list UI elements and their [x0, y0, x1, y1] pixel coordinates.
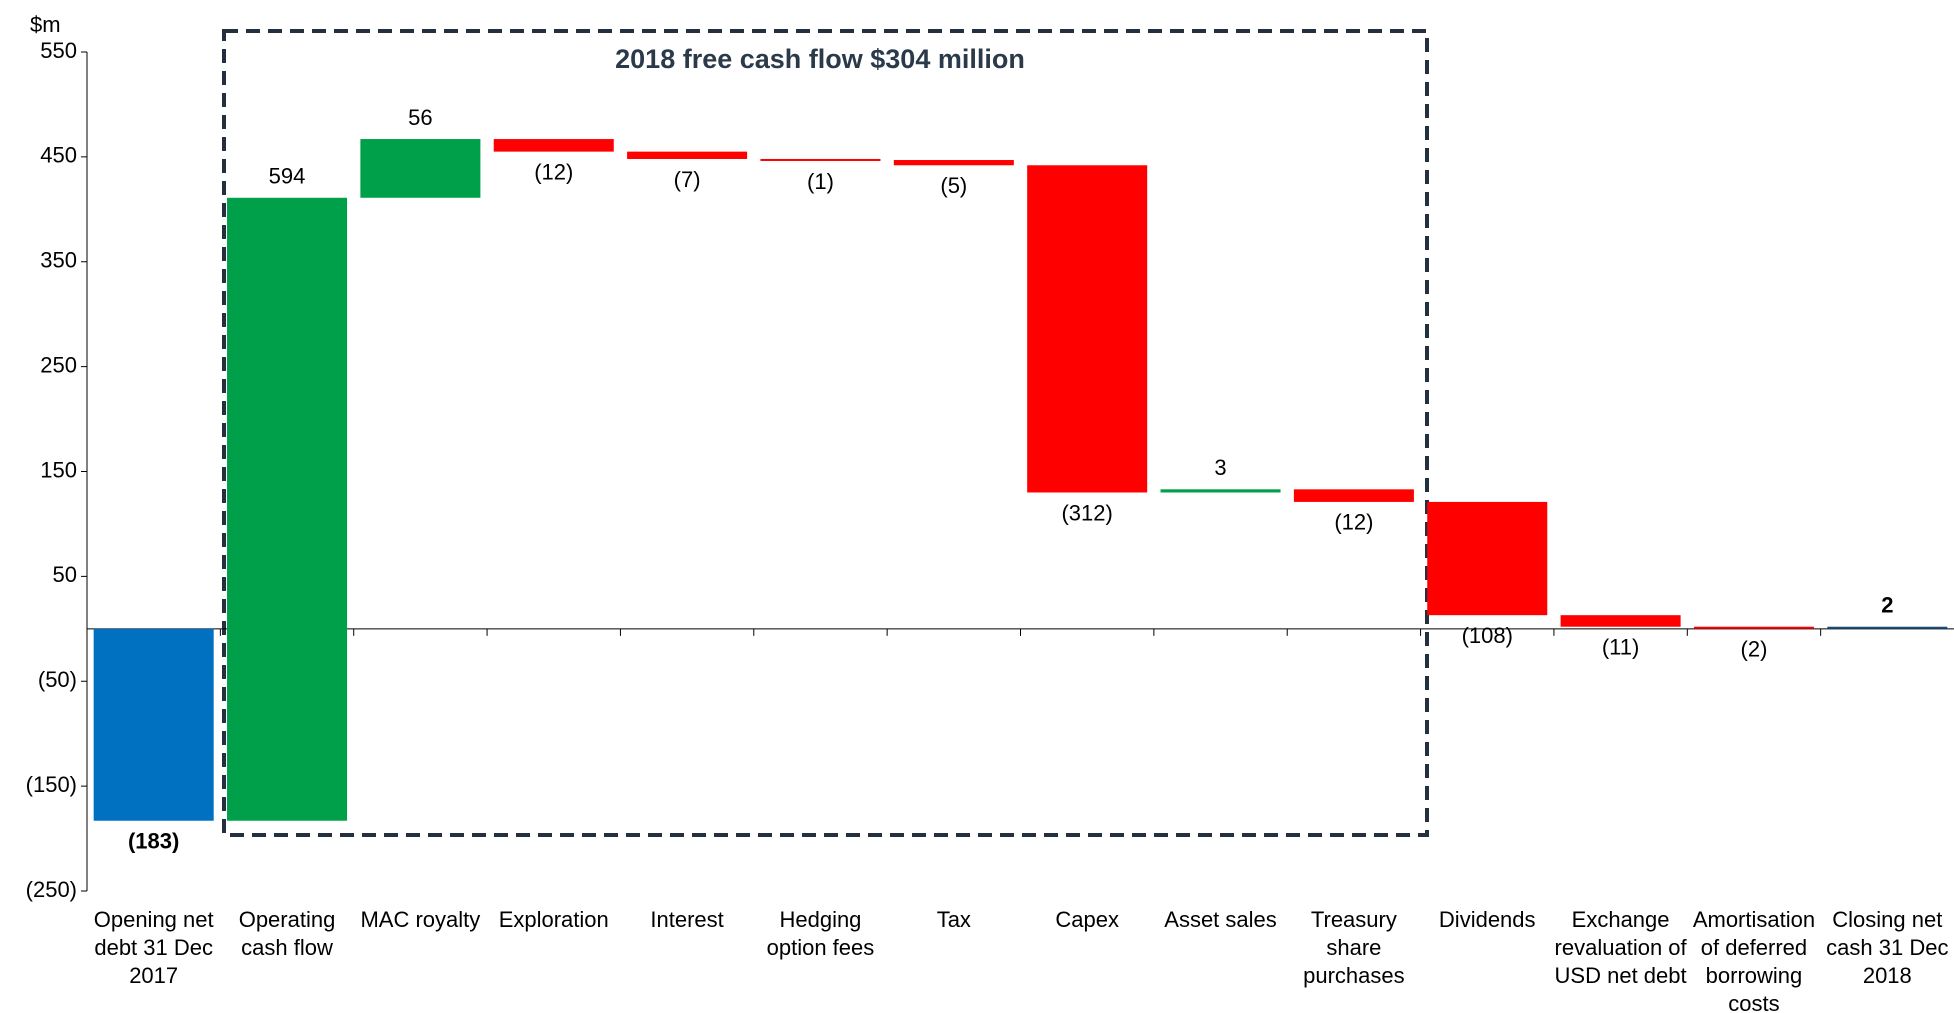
bar — [1160, 489, 1281, 493]
value-label: (7) — [674, 167, 701, 192]
bar — [93, 628, 214, 821]
y-unit-label: $m — [30, 12, 61, 37]
value-label: (108) — [1462, 623, 1513, 648]
bar — [1027, 165, 1148, 493]
bar — [227, 197, 348, 821]
category-label: Treasury share purchases — [1303, 907, 1405, 988]
y-tick-label: 550 — [40, 38, 77, 63]
value-label: 594 — [269, 164, 306, 189]
category-label: Asset sales — [1164, 907, 1277, 932]
category-label: Operating cash flow — [238, 907, 336, 960]
bar — [1293, 489, 1414, 502]
y-tick-label: (250) — [26, 877, 77, 902]
y-tick-label: 450 — [40, 143, 77, 168]
category-label: Exchange revaluation of USD net debt — [1554, 907, 1687, 988]
category-label: Capex — [1055, 907, 1119, 932]
category-label: Closing net cash 31 Dec 2018 — [1826, 907, 1949, 988]
chart-title: 2018 free cash flow $304 million — [615, 44, 1025, 74]
category-label: Exploration — [498, 907, 609, 932]
value-label: (5) — [940, 173, 967, 198]
value-label: (11) — [1602, 635, 1640, 660]
bar — [627, 151, 748, 159]
bar — [1427, 501, 1548, 616]
y-tick-label: (150) — [26, 772, 77, 797]
value-label: 56 — [408, 105, 432, 130]
bar — [760, 158, 881, 161]
value-label: 3 — [1214, 455, 1226, 480]
bar — [493, 139, 614, 152]
category-label: Tax — [936, 907, 971, 932]
value-label: (1) — [807, 169, 834, 194]
category-label: Amortisation of deferred borrowing costs — [1692, 907, 1816, 1013]
category-label: Interest — [650, 907, 724, 932]
y-tick-label: 350 — [40, 248, 77, 273]
value-label: (2) — [1741, 637, 1768, 662]
bar — [1693, 626, 1814, 629]
value-label: 2 — [1881, 593, 1893, 618]
y-tick-label: (50) — [38, 667, 77, 692]
value-label: (183) — [128, 829, 179, 854]
y-tick-label: 250 — [40, 352, 77, 377]
bar — [1560, 615, 1681, 627]
category-label: Dividends — [1438, 907, 1536, 932]
y-tick-label: 50 — [53, 562, 77, 587]
y-tick-label: 150 — [40, 457, 77, 482]
category-label: MAC royalty — [360, 907, 481, 932]
category-label: Hedging option fees — [766, 907, 875, 960]
bar — [360, 139, 481, 198]
bar — [1827, 626, 1948, 629]
value-label: (12) — [534, 159, 573, 184]
bar — [893, 160, 1014, 166]
free-cash-flow-box — [222, 29, 1429, 837]
value-label: (12) — [1334, 510, 1373, 535]
category-label: Opening net debt 31 Dec 2017 — [93, 907, 214, 988]
value-label: (312) — [1061, 500, 1112, 525]
